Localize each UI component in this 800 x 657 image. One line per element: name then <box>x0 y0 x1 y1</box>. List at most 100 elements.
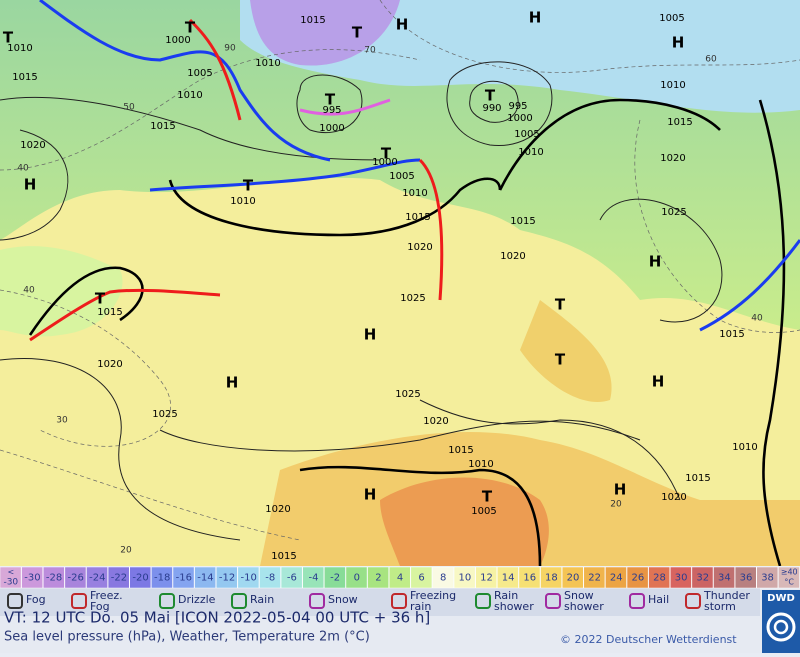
isobar-label: 1000 <box>372 157 397 168</box>
scale-swatch <box>388 566 411 589</box>
isobar-label: 1010 <box>230 196 255 207</box>
scale-swatch <box>172 566 195 589</box>
scale-label: 34 <box>718 573 731 584</box>
scale-swatch <box>691 566 714 589</box>
scale-label: 4 <box>397 573 403 584</box>
scale-label: -10 <box>240 573 256 584</box>
hot-region <box>380 477 549 566</box>
scale-swatch <box>670 566 692 589</box>
scale-swatch <box>518 566 541 589</box>
scale-swatch <box>756 566 779 589</box>
scale-swatch <box>86 566 108 589</box>
isobar-label: 1020 <box>97 359 122 370</box>
weather-legend-label: Fog <box>26 593 46 606</box>
scale-swatch <box>561 566 584 589</box>
temperature-scale: <-30 -30 -28 -26 -24 -22 -20 -18 -16 -14 -12 -10 -8-… <box>0 566 800 589</box>
isotherm-label: 40 <box>23 286 35 296</box>
pressure-center: H <box>396 16 409 34</box>
scale-swatch <box>151 566 173 589</box>
copyright: © 2022 Deutscher Wetterdienst <box>560 633 737 646</box>
scale-swatch <box>194 566 216 589</box>
isobar-label: 1025 <box>152 409 177 420</box>
scale-label: -22 <box>111 573 127 584</box>
scale-label: -30 <box>24 573 40 584</box>
isobar-label: 1020 <box>265 504 290 515</box>
scale-label: 22 <box>588 573 601 584</box>
isobar-label: 1010 <box>732 442 757 453</box>
scale-label: 28 <box>653 573 666 584</box>
scale-label: 30 <box>675 573 688 584</box>
isotherms <box>0 0 800 541</box>
weather-icon <box>159 593 175 609</box>
weather-icon <box>391 593 407 609</box>
scale-swatch <box>453 566 476 589</box>
scale-label: 6 <box>418 573 424 584</box>
isotherm-label: 60 <box>705 55 717 65</box>
scale-swatch <box>605 566 627 589</box>
scale-swatch <box>734 566 757 589</box>
fronts <box>29 0 800 342</box>
scale-swatch <box>0 566 22 589</box>
scale-label: 0 <box>354 573 360 584</box>
scale-label: ≥40 <box>781 568 798 577</box>
weather-legend-label: shower <box>494 600 534 613</box>
weather-legend-label: storm <box>704 600 736 613</box>
weather-legend-label: Freez. <box>90 589 123 602</box>
scale-label: 24 <box>610 573 623 584</box>
scale-label: -28 <box>46 573 62 584</box>
weather-icon <box>475 593 491 609</box>
isobar-label: 1010 <box>518 147 543 158</box>
scale-label: -16 <box>176 573 192 584</box>
isotherm-label: 20 <box>120 546 132 556</box>
weather-icon <box>685 593 701 609</box>
valid-time: VT: 12 UTC Do. 05 Mai [ICON 2022-05-04 0… <box>4 609 430 627</box>
scale-swatch <box>626 566 649 589</box>
isotherm-label: 40 <box>17 164 29 174</box>
scale-label: -4 <box>309 573 319 584</box>
pressure-center: T <box>381 145 392 163</box>
isobar-label: 1005 <box>659 13 684 24</box>
isobar-label: 1015 <box>97 307 122 318</box>
isotherm-label: 70 <box>364 46 376 56</box>
scale-label: 14 <box>502 573 515 584</box>
isobar-label: 1015 <box>667 117 692 128</box>
isotherm-label: 40 <box>751 314 763 324</box>
weather-legend-label: Fog <box>90 600 110 613</box>
scale-swatch <box>215 566 238 589</box>
scale-label: -30 <box>3 578 18 588</box>
scale-swatch <box>237 566 260 589</box>
scale-swatch <box>280 566 303 589</box>
pressure-center: H <box>364 486 377 504</box>
scale-swatch <box>21 566 43 589</box>
pressure-center: H <box>614 481 627 499</box>
weather-icon <box>7 593 23 609</box>
scale-label: -18 <box>154 573 170 584</box>
scale-label: 16 <box>523 573 536 584</box>
pressure-center: H <box>672 34 685 52</box>
scale-swatch <box>410 566 433 589</box>
pressure-center: H <box>226 374 239 392</box>
weather-legend-label: Freezing <box>410 589 456 602</box>
isobar-label: 995 <box>508 101 527 112</box>
scale-label: -6 <box>287 573 297 584</box>
scale-label: -24 <box>89 573 105 584</box>
scale-swatch <box>259 566 281 589</box>
scale-swatch <box>475 566 498 589</box>
isobar-label: 1010 <box>7 43 32 54</box>
scale-swatch <box>432 566 454 589</box>
pressure-center: H <box>364 326 377 344</box>
isobar-label: 1000 <box>507 113 532 124</box>
scale-swatch <box>367 566 389 589</box>
weather-icon <box>545 593 561 609</box>
isobar-label: 1000 <box>165 35 190 46</box>
scale-swatch <box>345 566 368 589</box>
isobar-label: 1015 <box>271 551 296 562</box>
weather-legend-label: Hail <box>648 593 669 606</box>
pressure-center: T <box>555 351 566 369</box>
scale-label: -26 <box>68 573 84 584</box>
isobar-label: 1015 <box>448 445 473 456</box>
isobar-label: 1010 <box>177 90 202 101</box>
scale-label: 8 <box>440 573 446 584</box>
weather-legend-label: shower <box>564 600 604 613</box>
